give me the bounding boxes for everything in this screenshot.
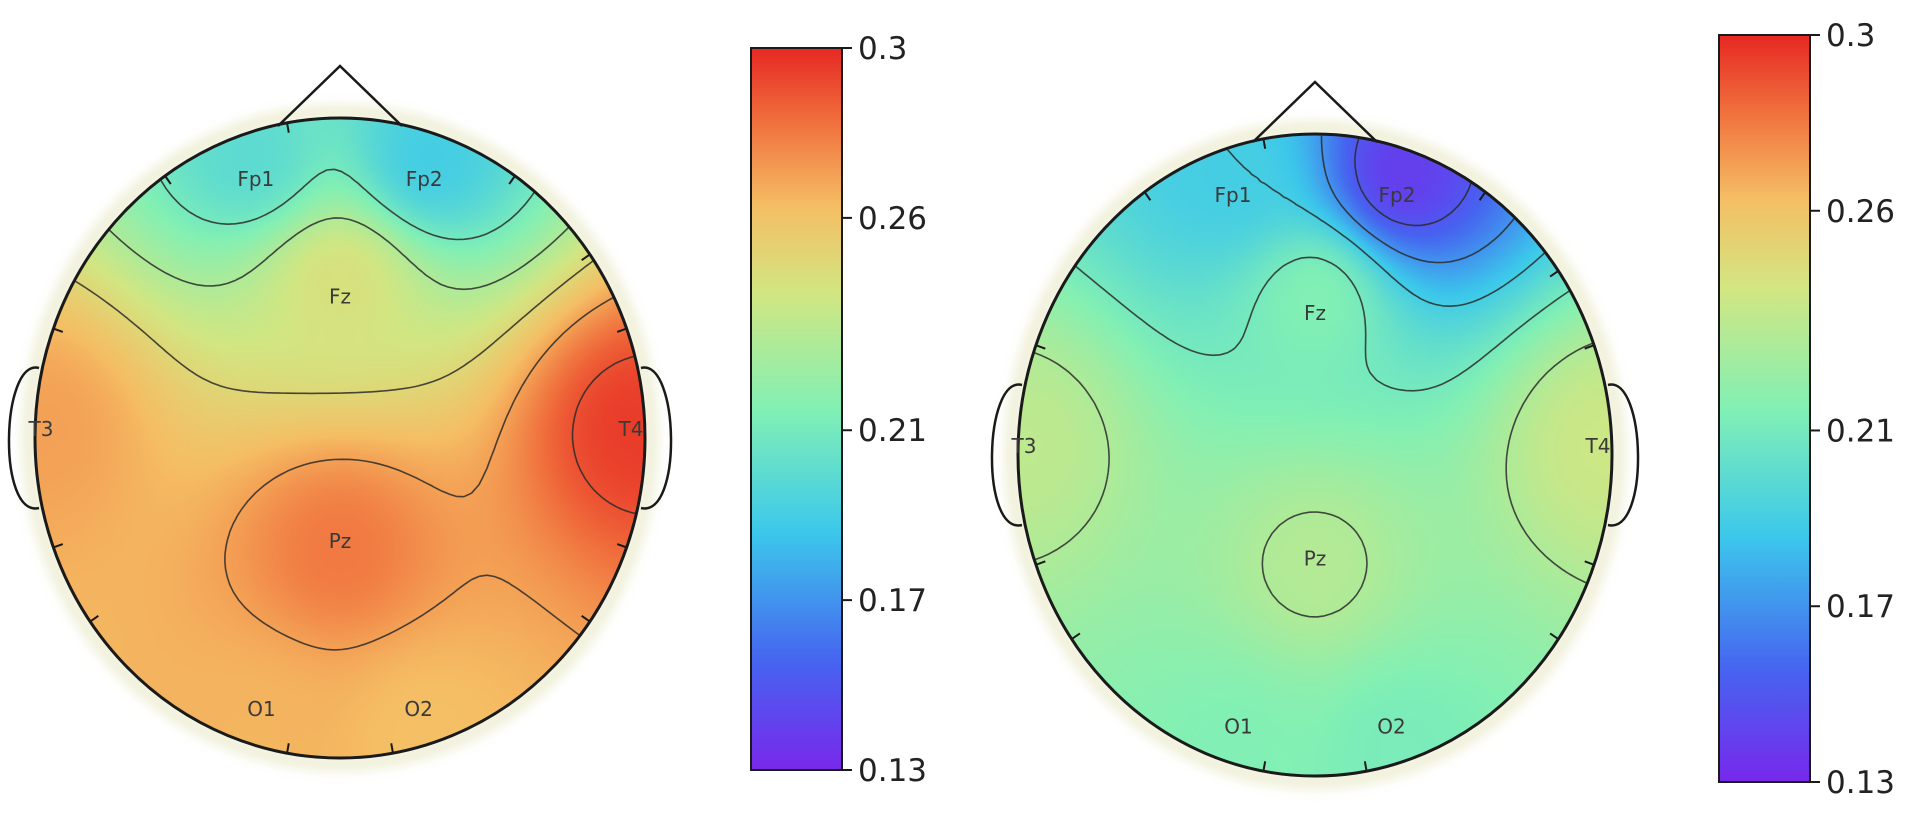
colorbar-tick-label: 0.21 bbox=[1826, 413, 1895, 449]
rim-tick bbox=[89, 614, 99, 623]
rim-tick bbox=[286, 743, 290, 754]
electrode-label-t3: T3 bbox=[28, 417, 54, 441]
colorbar-gradient bbox=[1718, 34, 1811, 783]
rim-tick bbox=[53, 327, 64, 333]
nose-outline bbox=[1252, 80, 1378, 143]
rim-tick bbox=[1549, 632, 1559, 640]
topomap-panel-left: Fp1 Fp2 Fz T3 T4 Pz O1 O2 0.3 0.26 0.21 0.17 0.13 bbox=[7, 31, 927, 789]
rim-tick bbox=[1549, 270, 1559, 278]
colorbar-tick-label: 0.17 bbox=[1826, 589, 1895, 625]
electrode-label-fp2: Fp2 bbox=[406, 167, 443, 191]
head-outline bbox=[1016, 132, 1614, 778]
topomap-chart-left: Fp1 Fp2 Fz T3 T4 Pz O1 O2 0.3 0.26 0.21 0.17 0.13 bbox=[7, 31, 927, 789]
electrode-label-o1: O1 bbox=[247, 697, 275, 721]
electrode-label-fz: Fz bbox=[329, 285, 351, 309]
colorbar-tick-label: 0.26 bbox=[858, 201, 927, 237]
electrode-label-o2: O2 bbox=[404, 697, 432, 721]
rim-tick bbox=[581, 253, 591, 262]
electrode-label-o1: O1 bbox=[1224, 715, 1252, 739]
electrode-label-pz: Pz bbox=[329, 529, 352, 553]
colorbar-tick-label: 0.3 bbox=[1826, 18, 1875, 54]
rim-tick bbox=[1584, 344, 1595, 350]
electrode-label-fz: Fz bbox=[1304, 301, 1326, 325]
electrode-label-fp1: Fp1 bbox=[237, 167, 274, 191]
colorbar-tick-label: 0.13 bbox=[858, 753, 927, 789]
colorbar-tick-label: 0.13 bbox=[1826, 765, 1895, 801]
electrode-label-t4: T4 bbox=[1585, 434, 1611, 458]
rim-tick bbox=[1143, 191, 1152, 201]
nose-outline bbox=[277, 64, 403, 127]
rim-tick bbox=[390, 743, 394, 754]
head-rim-ticks bbox=[1035, 138, 1595, 772]
topomap-chart-right: Fp1 Fp2 Fz T3 T4 Pz O1 O2 0.3 0.26 0.21 0.17 0.13 bbox=[990, 18, 1895, 801]
rim-tick bbox=[164, 175, 172, 185]
electrode-label-fp1: Fp1 bbox=[1215, 183, 1252, 207]
rim-tick bbox=[1478, 191, 1487, 201]
electrode-label-o2: O2 bbox=[1377, 715, 1405, 739]
rim-tick bbox=[286, 122, 290, 133]
topomap-field bbox=[1018, 134, 1612, 776]
topomap-field-group bbox=[1018, 134, 1612, 776]
head-rim-ticks bbox=[53, 122, 627, 754]
left-ear bbox=[990, 383, 1023, 527]
topomap-field-group bbox=[35, 118, 645, 758]
colorbar-tick-label: 0.3 bbox=[858, 31, 907, 67]
rim-tick bbox=[1262, 761, 1267, 772]
rim-tick bbox=[1262, 138, 1267, 149]
electrode-label-t3: T3 bbox=[1011, 434, 1037, 458]
colorbar: 0.3 0.26 0.21 0.17 0.13 bbox=[1718, 18, 1895, 801]
colorbar: 0.3 0.26 0.21 0.17 0.13 bbox=[750, 31, 927, 789]
rim-tick bbox=[53, 543, 64, 549]
rim-tick bbox=[1363, 761, 1368, 772]
left-ear bbox=[7, 366, 40, 510]
right-ear bbox=[640, 366, 673, 510]
colorbar-tick-label: 0.21 bbox=[858, 413, 927, 449]
rim-tick bbox=[508, 175, 516, 185]
colorbar-gradient bbox=[750, 47, 843, 771]
topomap-field bbox=[35, 118, 645, 758]
electrode-labels: Fp1 Fp2 Fz T3 T4 Pz O1 O2 bbox=[28, 167, 644, 721]
rim-tick bbox=[1584, 560, 1595, 566]
head-halo bbox=[23, 106, 657, 770]
colorbar-tick-label: 0.26 bbox=[1826, 194, 1895, 230]
rim-tick bbox=[1035, 560, 1046, 566]
rim-tick bbox=[1071, 632, 1081, 640]
head-halo bbox=[1006, 122, 1624, 788]
head-outline bbox=[33, 116, 647, 760]
topomap-panel-right: Fp1 Fp2 Fz T3 T4 Pz O1 O2 0.3 0.26 0.21 0.17 0.13 bbox=[960, 0, 1920, 839]
rim-tick bbox=[616, 543, 627, 549]
electrode-label-fp2: Fp2 bbox=[1379, 183, 1416, 207]
electrode-label-pz: Pz bbox=[1304, 546, 1327, 570]
rim-tick bbox=[581, 614, 591, 623]
rim-tick bbox=[616, 327, 627, 333]
colorbar-tick-label: 0.17 bbox=[858, 583, 927, 619]
rim-tick bbox=[1035, 344, 1046, 350]
electrode-label-t4: T4 bbox=[618, 417, 644, 441]
electrode-labels: Fp1 Fp2 Fz T3 T4 Pz O1 O2 bbox=[1011, 183, 1611, 739]
right-ear bbox=[1607, 383, 1640, 527]
